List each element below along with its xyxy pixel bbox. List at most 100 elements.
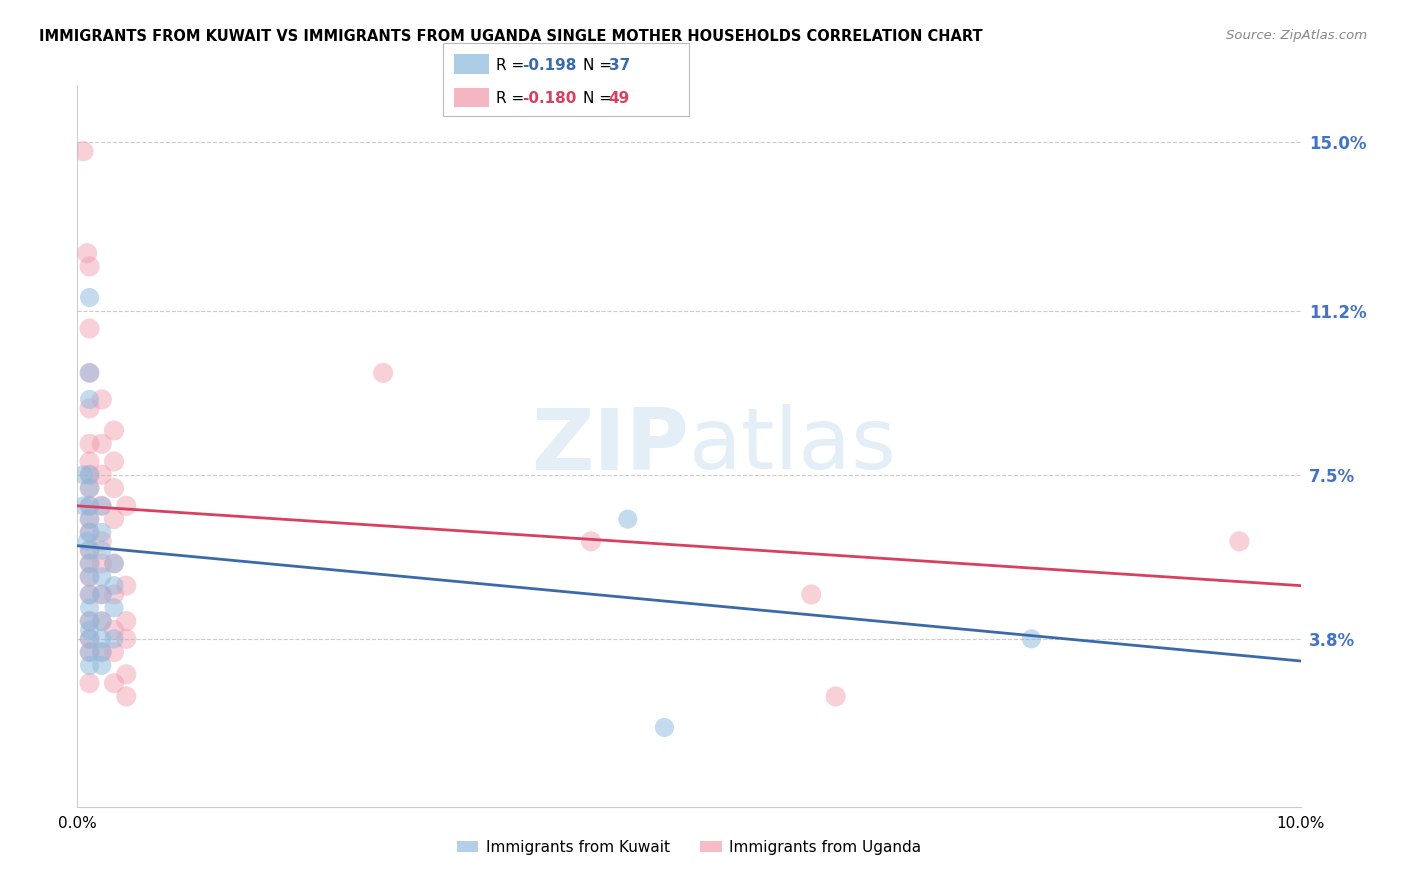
Text: 49: 49 [609, 91, 630, 106]
Point [103, 579, 125, 593]
Point [79, 632, 101, 646]
Point [90, 534, 112, 549]
Point [79, 525, 101, 540]
Point [76, 246, 98, 260]
Point [79, 467, 101, 482]
Point [90, 587, 112, 601]
Point [90, 632, 112, 646]
Point [79, 401, 101, 416]
Point [90, 614, 112, 628]
Point [1021, 632, 1043, 646]
Legend: Immigrants from Kuwait, Immigrants from Uganda: Immigrants from Kuwait, Immigrants from … [450, 834, 928, 861]
Point [79, 623, 101, 637]
Point [90, 658, 112, 673]
Point [103, 512, 125, 526]
Point [79, 481, 101, 495]
Text: ZIP: ZIP [531, 404, 689, 488]
Point [90, 437, 112, 451]
Point [90, 557, 112, 571]
Point [90, 499, 112, 513]
Point [103, 454, 125, 468]
Point [103, 424, 125, 438]
Point [79, 291, 101, 305]
Point [72, 145, 94, 159]
Text: R =: R = [496, 91, 530, 106]
Point [76, 534, 98, 549]
Text: 37: 37 [609, 58, 630, 73]
Point [115, 690, 138, 704]
Point [79, 366, 101, 380]
Point [90, 392, 112, 407]
Point [824, 690, 846, 704]
Point [79, 600, 101, 615]
Point [79, 321, 101, 335]
Point [79, 481, 101, 495]
Point [79, 260, 101, 274]
Point [79, 676, 101, 690]
Point [103, 557, 125, 571]
Point [79, 658, 101, 673]
Text: N =: N = [583, 91, 617, 106]
Point [79, 392, 101, 407]
Point [79, 570, 101, 584]
Point [115, 614, 138, 628]
Point [1229, 534, 1251, 549]
Point [79, 587, 101, 601]
Point [103, 623, 125, 637]
Text: Source: ZipAtlas.com: Source: ZipAtlas.com [1226, 29, 1367, 42]
Point [79, 614, 101, 628]
Point [90, 525, 112, 540]
Text: atlas: atlas [689, 404, 897, 488]
Point [103, 587, 125, 601]
Point [79, 499, 101, 513]
Point [115, 579, 138, 593]
Point [72, 467, 94, 482]
Point [103, 632, 125, 646]
Point [115, 499, 138, 513]
Point [90, 645, 112, 659]
Point [79, 543, 101, 558]
Point [79, 437, 101, 451]
Point [654, 721, 676, 735]
Point [72, 499, 94, 513]
Point [103, 600, 125, 615]
Point [800, 587, 823, 601]
Point [90, 467, 112, 482]
Point [79, 467, 101, 482]
Point [79, 645, 101, 659]
Point [103, 481, 125, 495]
Point [90, 645, 112, 659]
Text: -0.180: -0.180 [522, 91, 576, 106]
Point [371, 366, 394, 380]
Point [115, 667, 138, 681]
Point [90, 587, 112, 601]
Point [79, 454, 101, 468]
Point [79, 499, 101, 513]
Point [79, 543, 101, 558]
Text: N =: N = [583, 58, 617, 73]
Point [79, 512, 101, 526]
Point [90, 614, 112, 628]
Point [617, 512, 640, 526]
Point [90, 543, 112, 558]
Point [115, 632, 138, 646]
Point [103, 676, 125, 690]
Point [79, 632, 101, 646]
Point [103, 645, 125, 659]
Point [103, 557, 125, 571]
Point [79, 557, 101, 571]
Point [79, 587, 101, 601]
Point [79, 557, 101, 571]
Point [79, 512, 101, 526]
Point [90, 499, 112, 513]
Point [90, 570, 112, 584]
Point [79, 525, 101, 540]
Point [79, 570, 101, 584]
Text: IMMIGRANTS FROM KUWAIT VS IMMIGRANTS FROM UGANDA SINGLE MOTHER HOUSEHOLDS CORREL: IMMIGRANTS FROM KUWAIT VS IMMIGRANTS FRO… [39, 29, 983, 44]
Point [579, 534, 602, 549]
Text: R =: R = [496, 58, 530, 73]
Text: -0.198: -0.198 [522, 58, 576, 73]
Point [79, 366, 101, 380]
Point [79, 645, 101, 659]
Point [79, 614, 101, 628]
